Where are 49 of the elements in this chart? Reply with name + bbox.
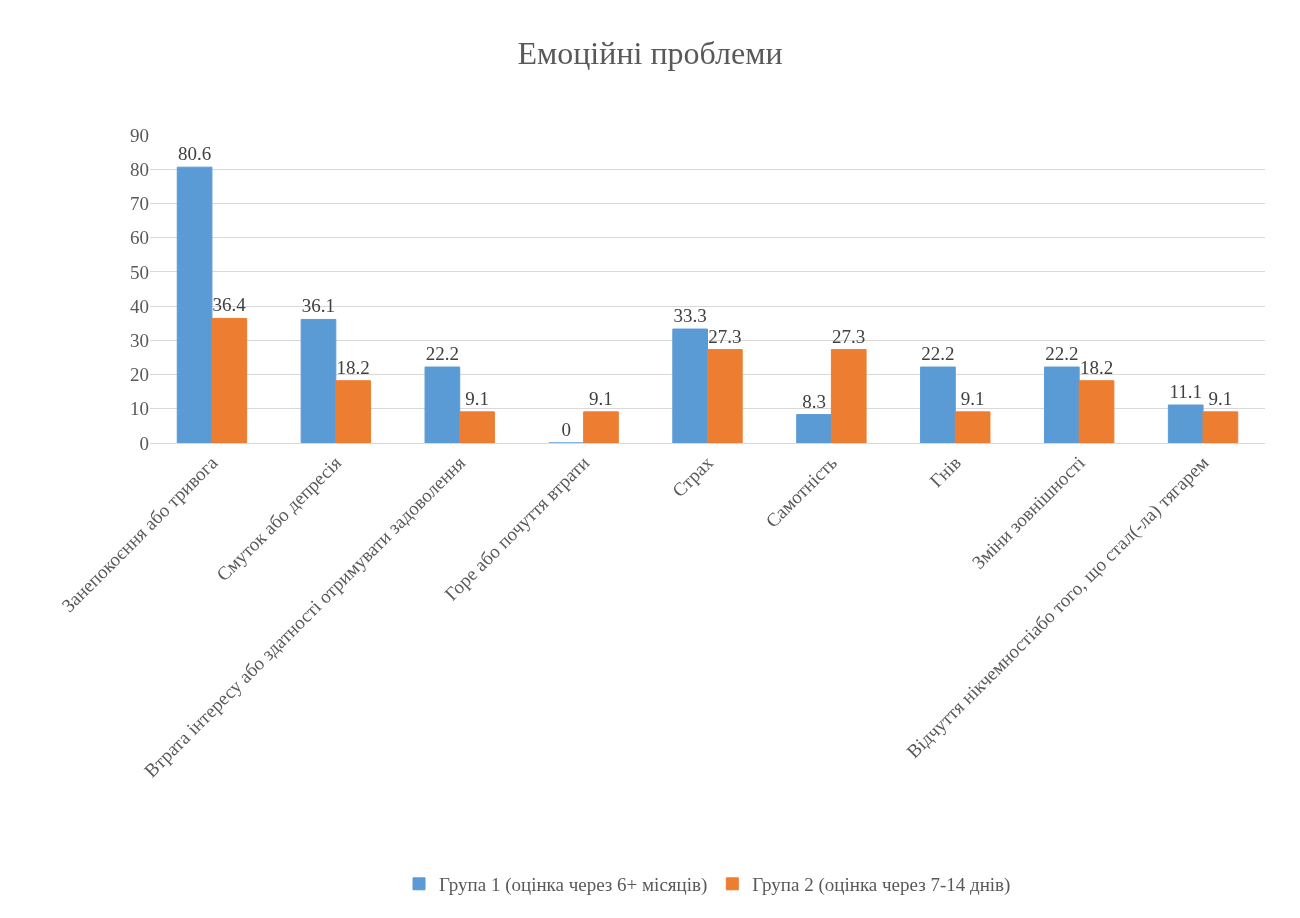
data-label: 9.1 [960,387,985,409]
y-tick-label: 40 [130,295,149,317]
bar [424,366,461,443]
data-label: 33.3 [673,305,707,327]
data-label: 9.1 [465,387,489,409]
bar [796,414,832,443]
y-tick-label: 60 [130,227,149,249]
bar [830,349,867,443]
data-label: 0 [561,419,572,440]
bar [583,411,619,443]
y-tick-label: 50 [130,261,149,283]
y-tick-label: 90 [130,124,149,146]
y-tick-label: 10 [130,398,149,420]
y-tick-label: 20 [130,364,149,386]
data-label: 36.1 [301,295,336,317]
y-tick-label: 0 [139,432,149,454]
legend-label: Група 2 (оцінка через 7-14 днів) [752,874,1011,897]
data-label: 27.3 [708,325,742,347]
data-label: 8.3 [802,390,826,412]
data-label: 22.2 [921,343,955,365]
bar [672,328,708,443]
x-tick-label: Гнів [925,451,965,492]
bar [1167,404,1204,443]
data-label: 27.3 [832,325,866,347]
bar [176,166,213,443]
bar [211,317,248,443]
bar [335,380,372,443]
data-label: 18.2 [1079,356,1114,378]
legend-label: Група 1 (оцінка через 6+ місяців) [439,874,708,897]
data-label: 9.1 [1208,387,1233,409]
y-tick-label: 70 [130,193,149,215]
data-label: 80.6 [177,143,212,165]
data-label: 36.4 [212,294,247,316]
bar [1202,411,1239,443]
data-label: 22.2 [425,343,459,365]
data-label: 11.1 [1169,381,1202,403]
y-tick-label: 30 [130,329,149,351]
data-label: 18.2 [336,356,370,378]
bar [1078,380,1115,443]
data-label: 22.2 [1045,343,1079,365]
data-label: 9.1 [589,387,613,409]
bar [954,411,991,443]
bar [1043,366,1080,443]
chart-title: Емоційні проблеми [517,34,783,71]
y-tick-label: 80 [130,158,149,180]
bar [459,411,495,443]
bar [707,349,743,443]
bar [300,318,337,443]
bar [920,366,956,443]
